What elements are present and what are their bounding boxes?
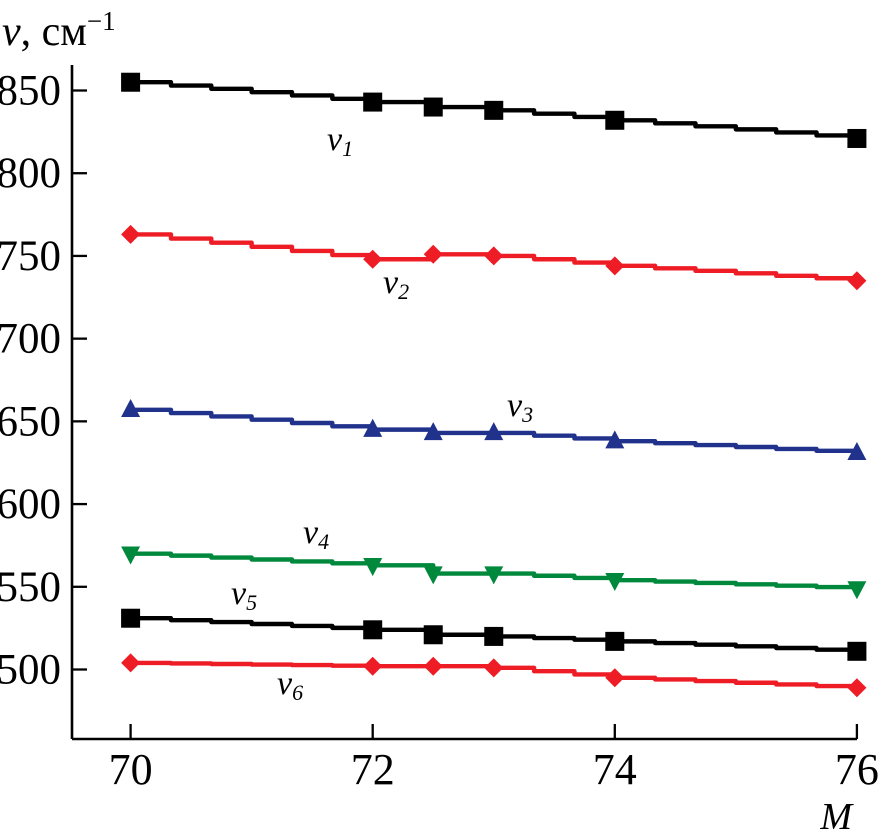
svg-text:ν6: ν6 <box>277 665 303 705</box>
svg-text:ν2: ν2 <box>383 264 409 304</box>
svg-text:800: 800 <box>0 150 61 197</box>
svg-text:700: 700 <box>0 316 61 363</box>
svg-text:70: 70 <box>109 745 153 794</box>
svg-text:600: 600 <box>0 481 61 528</box>
svg-text:750: 750 <box>0 233 61 280</box>
svg-text:850: 850 <box>0 68 61 115</box>
svg-text:ν1: ν1 <box>327 121 353 161</box>
svg-text:550: 550 <box>0 564 61 611</box>
svg-text:76: 76 <box>835 745 879 794</box>
svg-text:ν, см−1: ν, см−1 <box>2 6 116 55</box>
svg-text:74: 74 <box>593 745 637 794</box>
svg-text:650: 650 <box>0 398 61 445</box>
svg-text:ν5: ν5 <box>231 575 257 615</box>
svg-text:ν4: ν4 <box>303 514 329 554</box>
svg-text:500: 500 <box>0 647 61 694</box>
svg-text:M: M <box>819 796 854 830</box>
svg-text:ν3: ν3 <box>507 387 533 427</box>
svg-text:72: 72 <box>351 745 395 794</box>
